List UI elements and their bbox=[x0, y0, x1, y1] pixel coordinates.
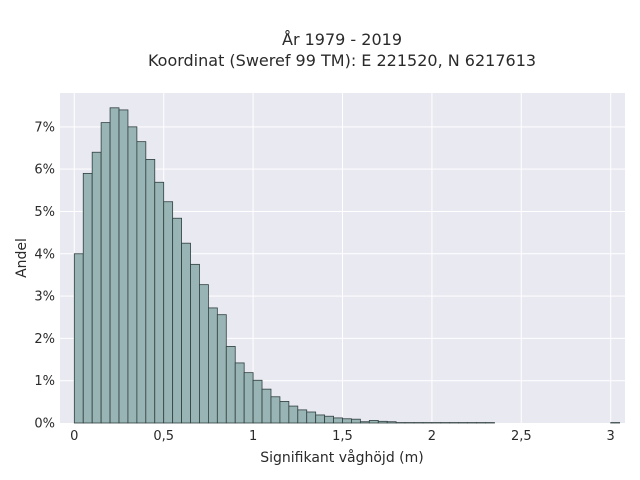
histogram-bar bbox=[377, 420, 388, 424]
x-axis-ticks: 0 0,5 1 1,5 2 2,5 3 bbox=[70, 429, 615, 444]
y-axis-label: Andel bbox=[14, 238, 30, 278]
x-tick-label: 0,5 bbox=[153, 429, 174, 444]
x-axis-label: Signifikant våghöjd (m) bbox=[260, 449, 423, 466]
histogram-bar bbox=[136, 141, 147, 424]
x-tick-label: 2 bbox=[428, 429, 436, 444]
y-tick-label: 0% bbox=[34, 417, 55, 432]
histogram-bar bbox=[118, 109, 129, 424]
histogram-bar bbox=[279, 401, 290, 424]
x-tick-label: 3 bbox=[607, 429, 615, 444]
histogram-bars bbox=[73, 107, 621, 424]
y-tick-label: 6% bbox=[34, 163, 55, 178]
histogram-bar bbox=[351, 418, 361, 424]
histogram-bar bbox=[342, 418, 352, 424]
x-tick-label: 1 bbox=[249, 429, 257, 444]
histogram-bar bbox=[261, 388, 272, 424]
y-tick-label: 2% bbox=[34, 332, 55, 347]
x-tick-label: 0 bbox=[70, 429, 78, 444]
histogram-bar bbox=[324, 415, 334, 424]
histogram-bar bbox=[109, 107, 120, 424]
y-tick-label: 5% bbox=[34, 205, 55, 220]
histogram-bar bbox=[315, 414, 326, 424]
histogram-bar bbox=[368, 420, 379, 424]
histogram-bar bbox=[172, 217, 182, 424]
histogram-bar bbox=[288, 405, 299, 424]
x-tick-label: 1,5 bbox=[332, 429, 353, 444]
histogram-bar bbox=[243, 372, 254, 424]
histogram-bar bbox=[306, 411, 317, 424]
histogram-bar bbox=[297, 409, 308, 424]
histogram-bar bbox=[82, 172, 93, 424]
histogram-bar bbox=[199, 284, 209, 424]
histogram-bar bbox=[154, 181, 165, 424]
histogram-bar bbox=[386, 421, 397, 424]
y-tick-label: 7% bbox=[34, 120, 55, 135]
chart-title-line-1: År 1979 - 2019 bbox=[282, 30, 402, 49]
chart-title-line-2: Koordinat (Sweref 99 TM): E 221520, N 62… bbox=[148, 51, 536, 70]
histogram-bar bbox=[216, 314, 227, 424]
x-tick-label: 2,5 bbox=[511, 429, 532, 444]
y-axis-ticks: 0% 1% 2% 3% 4% 5% 6% 7% bbox=[34, 120, 55, 431]
histogram-bar bbox=[208, 307, 218, 424]
histogram-bar bbox=[234, 362, 245, 424]
histogram-bar bbox=[145, 159, 156, 424]
histogram-bar bbox=[163, 201, 174, 424]
histogram-bar bbox=[73, 253, 84, 424]
histogram-bar bbox=[181, 242, 191, 424]
histogram-bar bbox=[91, 151, 102, 424]
histogram-bar bbox=[252, 379, 263, 424]
histogram-bar bbox=[127, 126, 138, 424]
y-tick-label: 3% bbox=[34, 290, 55, 305]
histogram-bar bbox=[225, 346, 236, 424]
histogram-bar bbox=[190, 263, 200, 424]
histogram-bar bbox=[100, 122, 111, 424]
histogram-bar bbox=[359, 421, 370, 424]
histogram-bar bbox=[270, 396, 281, 424]
histogram-bar bbox=[333, 417, 343, 424]
y-tick-label: 4% bbox=[34, 247, 55, 262]
y-tick-label: 1% bbox=[34, 374, 55, 389]
